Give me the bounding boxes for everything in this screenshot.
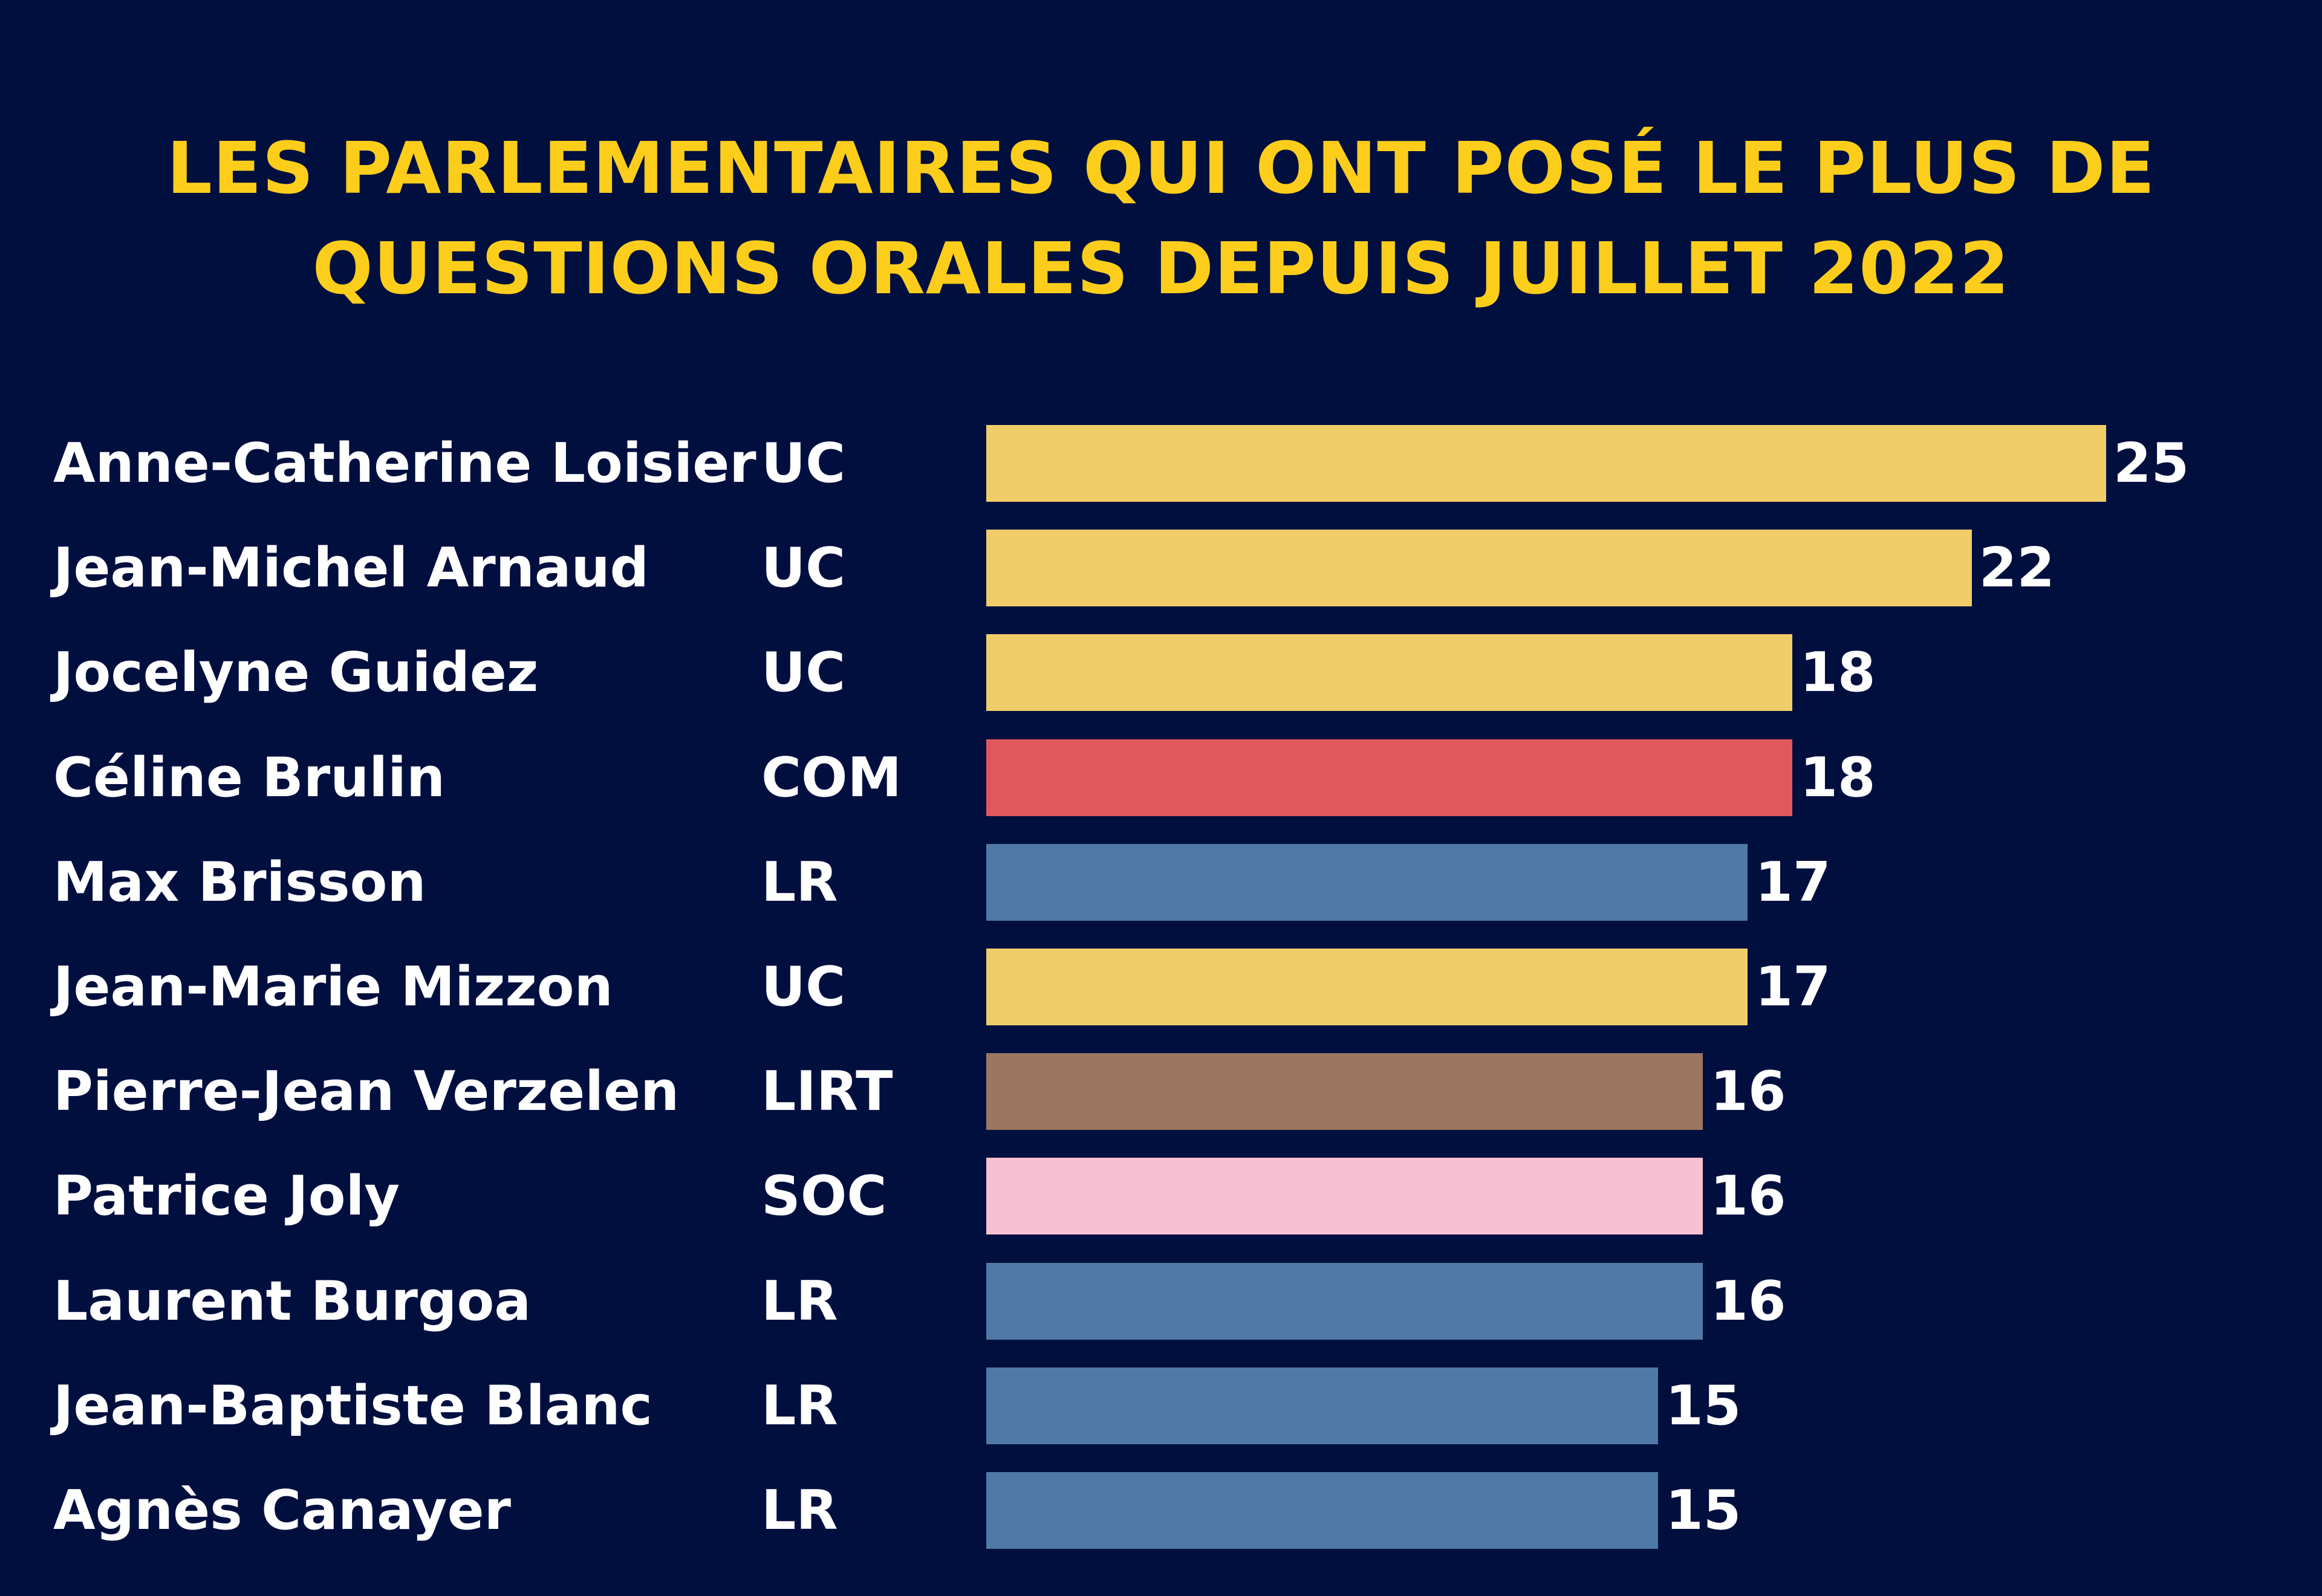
data-label: 25 (2113, 432, 2190, 495)
category-label: Patrice Joly (53, 1164, 400, 1228)
data-label: 16 (1710, 1164, 1786, 1228)
group-label: LIRT (761, 1060, 893, 1124)
bar (986, 1472, 1659, 1549)
category-label: Jocelyne Guidez (53, 641, 539, 705)
bar (986, 1158, 1703, 1235)
data-label: 15 (1665, 1479, 1742, 1542)
data-label: 17 (1755, 850, 1831, 914)
chart-title-line-1: LES PARLEMENTAIRES QUI ONT POSÉ LE PLUS … (166, 126, 2156, 210)
bar (986, 1367, 1659, 1444)
data-label: 16 (1710, 1269, 1786, 1333)
group-label: LR (761, 850, 838, 914)
data-label: 18 (1800, 745, 1876, 809)
data-label: 16 (1710, 1060, 1786, 1124)
bar (986, 949, 1748, 1025)
group-label: COM (761, 745, 902, 809)
group-label: UC (761, 536, 846, 600)
bar (986, 843, 1748, 921)
group-label: LR (761, 1269, 838, 1333)
bar (986, 1262, 1703, 1340)
group-label: LR (761, 1479, 838, 1542)
bar (986, 530, 1972, 607)
category-label: Jean-Baptiste Blanc (53, 1374, 652, 1438)
data-label: 17 (1755, 955, 1831, 1019)
data-label: 15 (1665, 1374, 1742, 1438)
category-label: Agnès Canayer (53, 1479, 512, 1542)
data-label: 18 (1800, 641, 1876, 705)
category-label: Anne-Catherine Loisier (53, 432, 756, 495)
bar (986, 634, 1793, 712)
category-label: Jean-Marie Mizzon (53, 955, 613, 1019)
bar (986, 739, 1793, 816)
group-label: UC (761, 955, 846, 1019)
bar (986, 1053, 1703, 1130)
group-label: UC (761, 641, 846, 705)
category-label: Max Brisson (53, 850, 426, 914)
category-label: Laurent Burgoa (53, 1269, 532, 1333)
category-label: Pierre-Jean Verzelen (53, 1060, 680, 1124)
group-label: UC (761, 432, 846, 495)
chart-title: LES PARLEMENTAIRES QUI ONT POSÉ LE PLUS … (0, 118, 2322, 319)
data-label: 22 (1979, 536, 2055, 600)
group-label: SOC (761, 1164, 887, 1228)
bar (986, 425, 2106, 502)
chart-title-line-2: QUESTIONS ORALES DEPUIS JUILLET 2022 (312, 227, 2010, 310)
category-label: Jean-Michel Arnaud (53, 536, 649, 600)
group-label: LR (761, 1374, 838, 1438)
category-label: Céline Brulin (53, 745, 446, 809)
